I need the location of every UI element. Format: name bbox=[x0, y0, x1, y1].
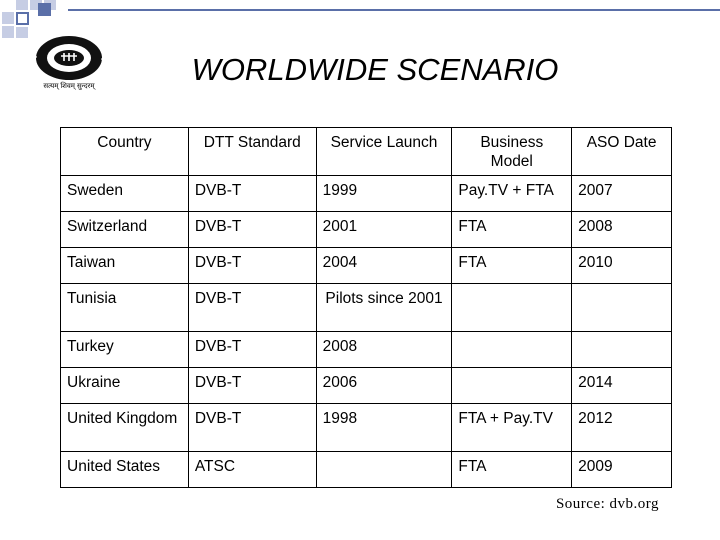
table-cell: Taiwan bbox=[60, 247, 189, 284]
table-cell: United States bbox=[60, 451, 189, 488]
table-cell bbox=[451, 367, 573, 404]
table-row: Sweden DVB-T 1999 Pay.TV + FTA 2007 bbox=[60, 175, 672, 212]
scenario-table: Country DTT Standard Service Launch Busi… bbox=[60, 127, 672, 488]
table-cell: Pilots since 2001 bbox=[315, 283, 453, 332]
page-title: WORLDWIDE SCENARIO bbox=[191, 52, 559, 87]
table-row: Switzerland DVB-T 2001 FTA 2008 bbox=[60, 211, 672, 248]
column-header: ASO Date bbox=[571, 127, 672, 176]
table-cell: DVB-T bbox=[187, 403, 317, 452]
table-row: Tunisia DVB-T Pilots since 2001 bbox=[60, 283, 672, 332]
table-row: Turkey DVB-T 2008 bbox=[60, 331, 672, 368]
table-cell: FTA + Pay.TV bbox=[451, 403, 573, 452]
table-row: United States ATSC FTA 2009 bbox=[60, 451, 672, 488]
table-cell: DVB-T bbox=[187, 367, 317, 404]
table-cell: Pay.TV + FTA bbox=[451, 175, 573, 212]
table-cell: 2009 bbox=[571, 451, 672, 488]
table-header-row: Country DTT Standard Service Launch Busi… bbox=[60, 127, 672, 176]
source-note: Source: dvb.org bbox=[555, 496, 659, 512]
table-cell: 2004 bbox=[315, 247, 453, 284]
table-cell: DVB-T bbox=[187, 211, 317, 248]
logo-caption: सत्यम् शिवम् सुन्दरम् bbox=[43, 83, 95, 90]
logo-emblem-icon bbox=[31, 36, 107, 84]
table-cell: Turkey bbox=[60, 331, 189, 368]
table-cell bbox=[451, 283, 573, 332]
table-cell: 2008 bbox=[315, 331, 453, 368]
table-cell: United Kingdom bbox=[60, 403, 189, 452]
table-cell bbox=[571, 283, 672, 332]
corner-square bbox=[2, 12, 14, 24]
table-cell: 2010 bbox=[571, 247, 672, 284]
table-cell: 1998 bbox=[315, 403, 453, 452]
doordarshan-logo: सत्यम् शिवम् सुन्दरम् bbox=[28, 32, 110, 94]
column-header: Service Launch bbox=[315, 127, 453, 176]
table-row: United Kingdom DVB-T 1998 FTA + Pay.TV 2… bbox=[60, 403, 672, 452]
table-cell: DVB-T bbox=[187, 283, 317, 332]
table-cell: FTA bbox=[451, 211, 573, 248]
corner-decoration bbox=[0, 0, 720, 40]
column-header: Business Model bbox=[451, 127, 573, 176]
table-row: Taiwan DVB-T 2004 FTA 2010 bbox=[60, 247, 672, 284]
table-row: Ukraine DVB-T 2006 2014 bbox=[60, 367, 672, 404]
table-cell: FTA bbox=[451, 247, 573, 284]
column-header: Country bbox=[60, 127, 189, 176]
corner-square bbox=[38, 3, 51, 16]
table-cell: Switzerland bbox=[60, 211, 189, 248]
table-cell: 2001 bbox=[315, 211, 453, 248]
table-cell: 2012 bbox=[571, 403, 672, 452]
table-cell: Sweden bbox=[60, 175, 189, 212]
table-cell: DVB-T bbox=[187, 331, 317, 368]
column-header: DTT Standard bbox=[187, 127, 317, 176]
corner-square bbox=[16, 0, 28, 10]
table-cell bbox=[451, 331, 573, 368]
table-cell: 2014 bbox=[571, 367, 672, 404]
table-cell: Ukraine bbox=[60, 367, 189, 404]
corner-square bbox=[16, 12, 29, 25]
table-cell bbox=[571, 331, 672, 368]
corner-square bbox=[16, 27, 28, 38]
table-cell: Tunisia bbox=[60, 283, 189, 332]
corner-square bbox=[2, 26, 14, 38]
table-cell: FTA bbox=[451, 451, 573, 488]
corner-square bbox=[30, 0, 42, 10]
table-cell: ATSC bbox=[187, 451, 317, 488]
table-cell: 2006 bbox=[315, 367, 453, 404]
table-cell bbox=[315, 451, 453, 488]
table-cell: 2007 bbox=[571, 175, 672, 212]
table-cell: DVB-T bbox=[187, 175, 317, 212]
header-line bbox=[68, 9, 720, 11]
table-cell: 1999 bbox=[315, 175, 453, 212]
table-cell: DVB-T bbox=[187, 247, 317, 284]
table-cell: 2008 bbox=[571, 211, 672, 248]
